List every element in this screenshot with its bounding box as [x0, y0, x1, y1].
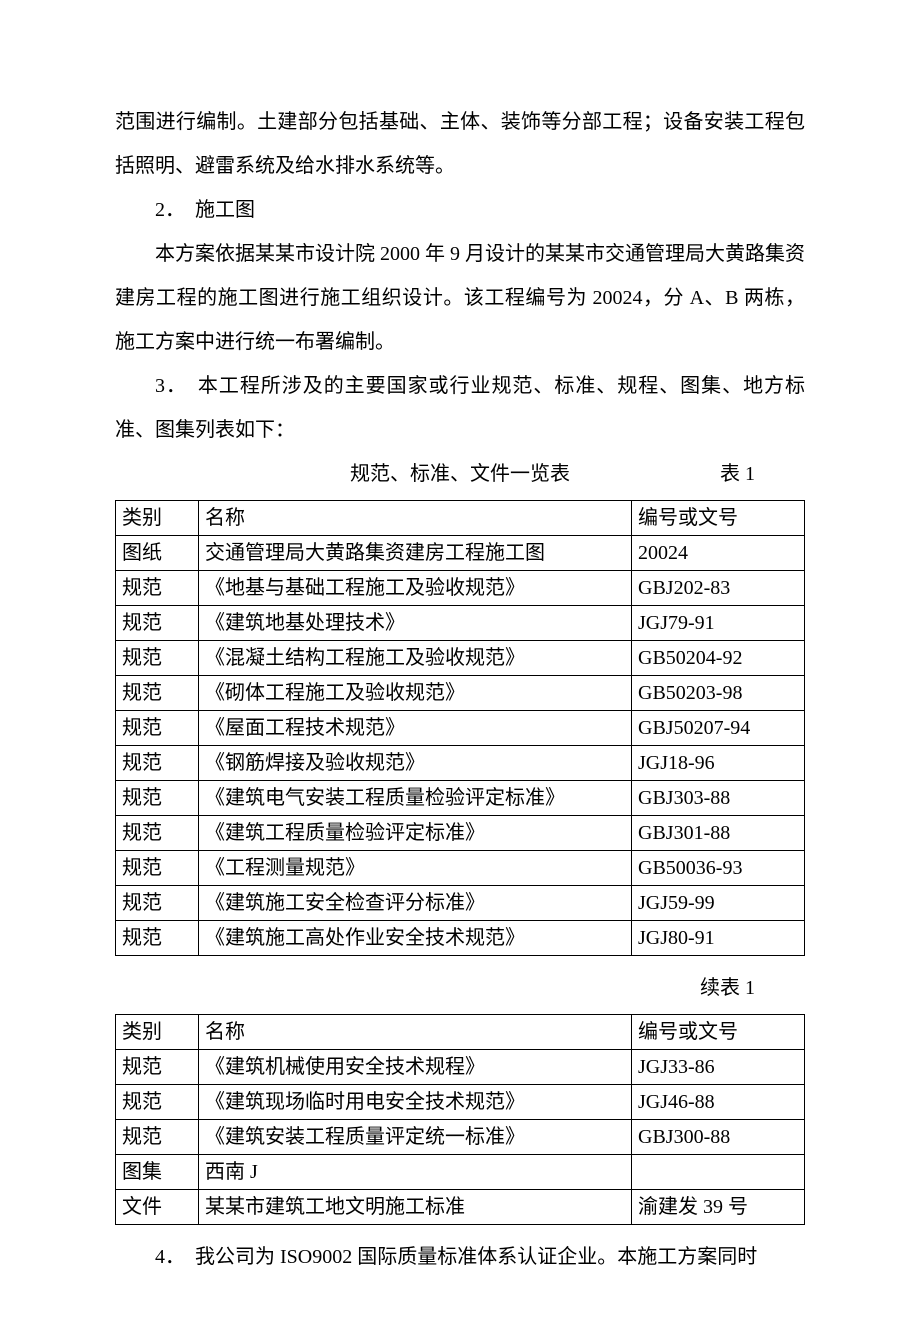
document-page: 范围进行编制。土建部分包括基础、主体、装饰等分部工程；设备安装工程包括照明、避雷…	[0, 0, 920, 1339]
cell-name: 《钢筋焊接及验收规范》	[199, 746, 632, 781]
standards-table-1: 类别 名称 编号或文号 图纸交通管理局大黄路集资建房工程施工图20024规范《地…	[115, 500, 805, 956]
table-row: 规范《建筑施工高处作业安全技术规范》JGJ80-91	[116, 921, 805, 956]
table-row: 规范《屋面工程技术规范》GBJ50207-94	[116, 711, 805, 746]
cell-category: 规范	[116, 1050, 199, 1085]
table-row: 规范《建筑工程质量检验评定标准》GBJ301-88	[116, 816, 805, 851]
header-number: 编号或文号	[632, 1015, 805, 1050]
cell-name: 《工程测量规范》	[199, 851, 632, 886]
paragraph-5: 4． 我公司为 ISO9002 国际质量标准体系认证企业。本施工方案同时	[115, 1235, 805, 1279]
cell-name: 《建筑施工安全检查评分标准》	[199, 886, 632, 921]
table-row: 文件某某市建筑工地文明施工标准渝建发 39 号	[116, 1190, 805, 1225]
cell-number: JGJ79-91	[632, 606, 805, 641]
cell-category: 图纸	[116, 536, 199, 571]
table-row: 图纸交通管理局大黄路集资建房工程施工图20024	[116, 536, 805, 571]
cell-number: GBJ202-83	[632, 571, 805, 606]
cell-number: JGJ59-99	[632, 886, 805, 921]
table-1-title-number: 表 1	[720, 452, 755, 496]
table-2-body: 规范《建筑机械使用安全技术规程》JGJ33-86规范《建筑现场临时用电安全技术规…	[116, 1050, 805, 1225]
cell-name: 《建筑工程质量检验评定标准》	[199, 816, 632, 851]
cell-name: 《建筑现场临时用电安全技术规范》	[199, 1085, 632, 1120]
table-header-row: 类别 名称 编号或文号	[116, 501, 805, 536]
cell-name: 《屋面工程技术规范》	[199, 711, 632, 746]
cell-number: GB50203-98	[632, 676, 805, 711]
cell-category: 规范	[116, 816, 199, 851]
paragraph-3: 本方案依据某某市设计院 2000 年 9 月设计的某某市交通管理局大黄路集资建房…	[115, 232, 805, 364]
cell-category: 图集	[116, 1155, 199, 1190]
cell-name: 《建筑地基处理技术》	[199, 606, 632, 641]
cell-number: JGJ80-91	[632, 921, 805, 956]
table-row: 规范《钢筋焊接及验收规范》JGJ18-96	[116, 746, 805, 781]
header-category: 类别	[116, 1015, 199, 1050]
cell-category: 规范	[116, 676, 199, 711]
table-row: 规范《建筑地基处理技术》JGJ79-91	[116, 606, 805, 641]
table-1-title: 规范、标准、文件一览表 表 1	[115, 452, 805, 496]
table-row: 规范《混凝土结构工程施工及验收规范》GB50204-92	[116, 641, 805, 676]
standards-table-2: 类别 名称 编号或文号 规范《建筑机械使用安全技术规程》JGJ33-86规范《建…	[115, 1014, 805, 1225]
cell-name: 《建筑机械使用安全技术规程》	[199, 1050, 632, 1085]
cell-name: 交通管理局大黄路集资建房工程施工图	[199, 536, 632, 571]
cell-name: 《地基与基础工程施工及验收规范》	[199, 571, 632, 606]
table-row: 规范《地基与基础工程施工及验收规范》GBJ202-83	[116, 571, 805, 606]
table-row: 规范《建筑机械使用安全技术规程》JGJ33-86	[116, 1050, 805, 1085]
cell-number: GBJ300-88	[632, 1120, 805, 1155]
table-row: 图集西南 J	[116, 1155, 805, 1190]
cell-category: 规范	[116, 851, 199, 886]
table-row: 规范《砌体工程施工及验收规范》GB50203-98	[116, 676, 805, 711]
cell-number: 渝建发 39 号	[632, 1190, 805, 1225]
cell-number: GB50036-93	[632, 851, 805, 886]
cell-name: 某某市建筑工地文明施工标准	[199, 1190, 632, 1225]
table-1-title-main: 规范、标准、文件一览表	[350, 452, 570, 496]
table-2-title: 续表 1	[115, 966, 805, 1010]
cell-number: GBJ50207-94	[632, 711, 805, 746]
table-row: 规范《建筑电气安装工程质量检验评定标准》GBJ303-88	[116, 781, 805, 816]
table-row: 规范《建筑施工安全检查评分标准》JGJ59-99	[116, 886, 805, 921]
cell-number: GBJ303-88	[632, 781, 805, 816]
cell-category: 规范	[116, 606, 199, 641]
cell-category: 规范	[116, 1120, 199, 1155]
cell-category: 规范	[116, 641, 199, 676]
cell-number: 20024	[632, 536, 805, 571]
cell-category: 规范	[116, 781, 199, 816]
header-number: 编号或文号	[632, 501, 805, 536]
table-1-body: 图纸交通管理局大黄路集资建房工程施工图20024规范《地基与基础工程施工及验收规…	[116, 536, 805, 956]
cell-name: 《砌体工程施工及验收规范》	[199, 676, 632, 711]
cell-category: 规范	[116, 571, 199, 606]
paragraph-2: 2． 施工图	[115, 188, 805, 232]
header-category: 类别	[116, 501, 199, 536]
paragraph-1: 范围进行编制。土建部分包括基础、主体、装饰等分部工程；设备安装工程包括照明、避雷…	[115, 100, 805, 188]
cell-number: JGJ18-96	[632, 746, 805, 781]
cell-name: 《建筑电气安装工程质量检验评定标准》	[199, 781, 632, 816]
header-name: 名称	[199, 501, 632, 536]
cell-number: JGJ33-86	[632, 1050, 805, 1085]
cell-name: 西南 J	[199, 1155, 632, 1190]
cell-number: GB50204-92	[632, 641, 805, 676]
table-header-row: 类别 名称 编号或文号	[116, 1015, 805, 1050]
cell-category: 文件	[116, 1190, 199, 1225]
cell-number	[632, 1155, 805, 1190]
cell-category: 规范	[116, 711, 199, 746]
cell-category: 规范	[116, 1085, 199, 1120]
cell-number: JGJ46-88	[632, 1085, 805, 1120]
cell-name: 《建筑施工高处作业安全技术规范》	[199, 921, 632, 956]
cell-name: 《混凝土结构工程施工及验收规范》	[199, 641, 632, 676]
cell-category: 规范	[116, 886, 199, 921]
table-row: 规范《工程测量规范》GB50036-93	[116, 851, 805, 886]
cell-category: 规范	[116, 921, 199, 956]
cell-name: 《建筑安装工程质量评定统一标准》	[199, 1120, 632, 1155]
header-name: 名称	[199, 1015, 632, 1050]
table-row: 规范《建筑安装工程质量评定统一标准》GBJ300-88	[116, 1120, 805, 1155]
table-row: 规范《建筑现场临时用电安全技术规范》JGJ46-88	[116, 1085, 805, 1120]
cell-category: 规范	[116, 746, 199, 781]
cell-number: GBJ301-88	[632, 816, 805, 851]
paragraph-4: 3． 本工程所涉及的主要国家或行业规范、标准、规程、图集、地方标准、图集列表如下…	[115, 364, 805, 452]
